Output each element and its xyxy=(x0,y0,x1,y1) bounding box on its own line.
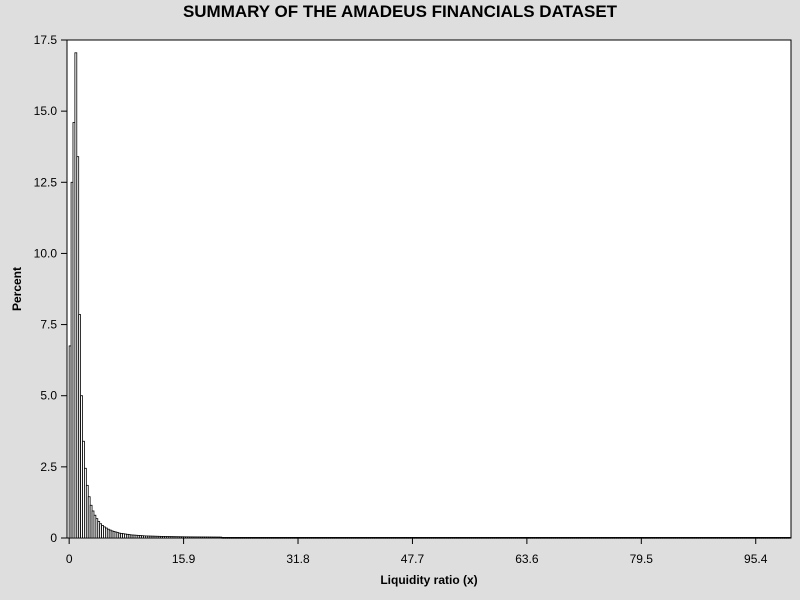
y-tick-label: 17.5 xyxy=(34,33,58,47)
y-tick-label: 15.0 xyxy=(34,104,58,118)
y-tick-label: 10.0 xyxy=(34,246,58,260)
x-axis-label: Liquidity ratio (x) xyxy=(380,573,477,587)
x-tick-label: 0 xyxy=(66,552,73,566)
y-axis-label: Percent xyxy=(10,267,24,311)
y-tick-label: 7.5 xyxy=(40,318,57,332)
x-tick-label: 63.6 xyxy=(515,552,539,566)
y-tick-label: 12.5 xyxy=(34,175,58,189)
x-tick-label: 95.4 xyxy=(744,552,768,566)
x-axis: 0 15.9 31.8 47.7 63.6 79.5 95.4 xyxy=(66,538,768,566)
x-tick-label: 31.8 xyxy=(286,552,310,566)
x-tick-label: 79.5 xyxy=(630,552,654,566)
plot-area xyxy=(66,39,792,539)
y-tick-label: 2.5 xyxy=(40,460,57,474)
y-axis: 0 2.5 5.0 7.5 10.0 12.5 15.0 17.5 xyxy=(34,33,67,545)
chart-title: SUMMARY OF THE AMADEUS FINANCIALS DATASE… xyxy=(183,2,618,21)
x-tick-label: 15.9 xyxy=(172,552,196,566)
bars-group xyxy=(68,52,791,539)
y-tick-label: 5.0 xyxy=(40,389,57,403)
x-tick-label: 47.7 xyxy=(401,552,425,566)
y-tick-label: 0 xyxy=(50,531,57,545)
histogram-bar xyxy=(787,537,791,539)
